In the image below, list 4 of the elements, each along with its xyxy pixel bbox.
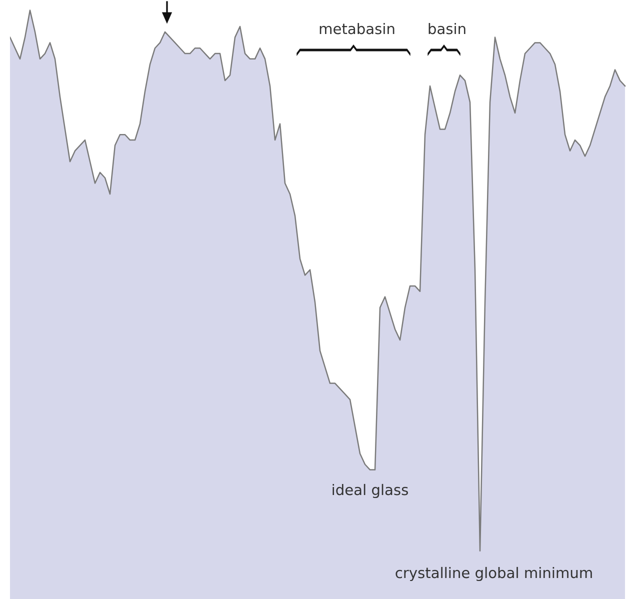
annotation: metabasin: [320, 22, 394, 34]
text: crystalline global minimum: [396, 566, 592, 582]
annotation: basin: [428, 22, 466, 34]
annotation: ideal glass: [332, 484, 408, 498]
